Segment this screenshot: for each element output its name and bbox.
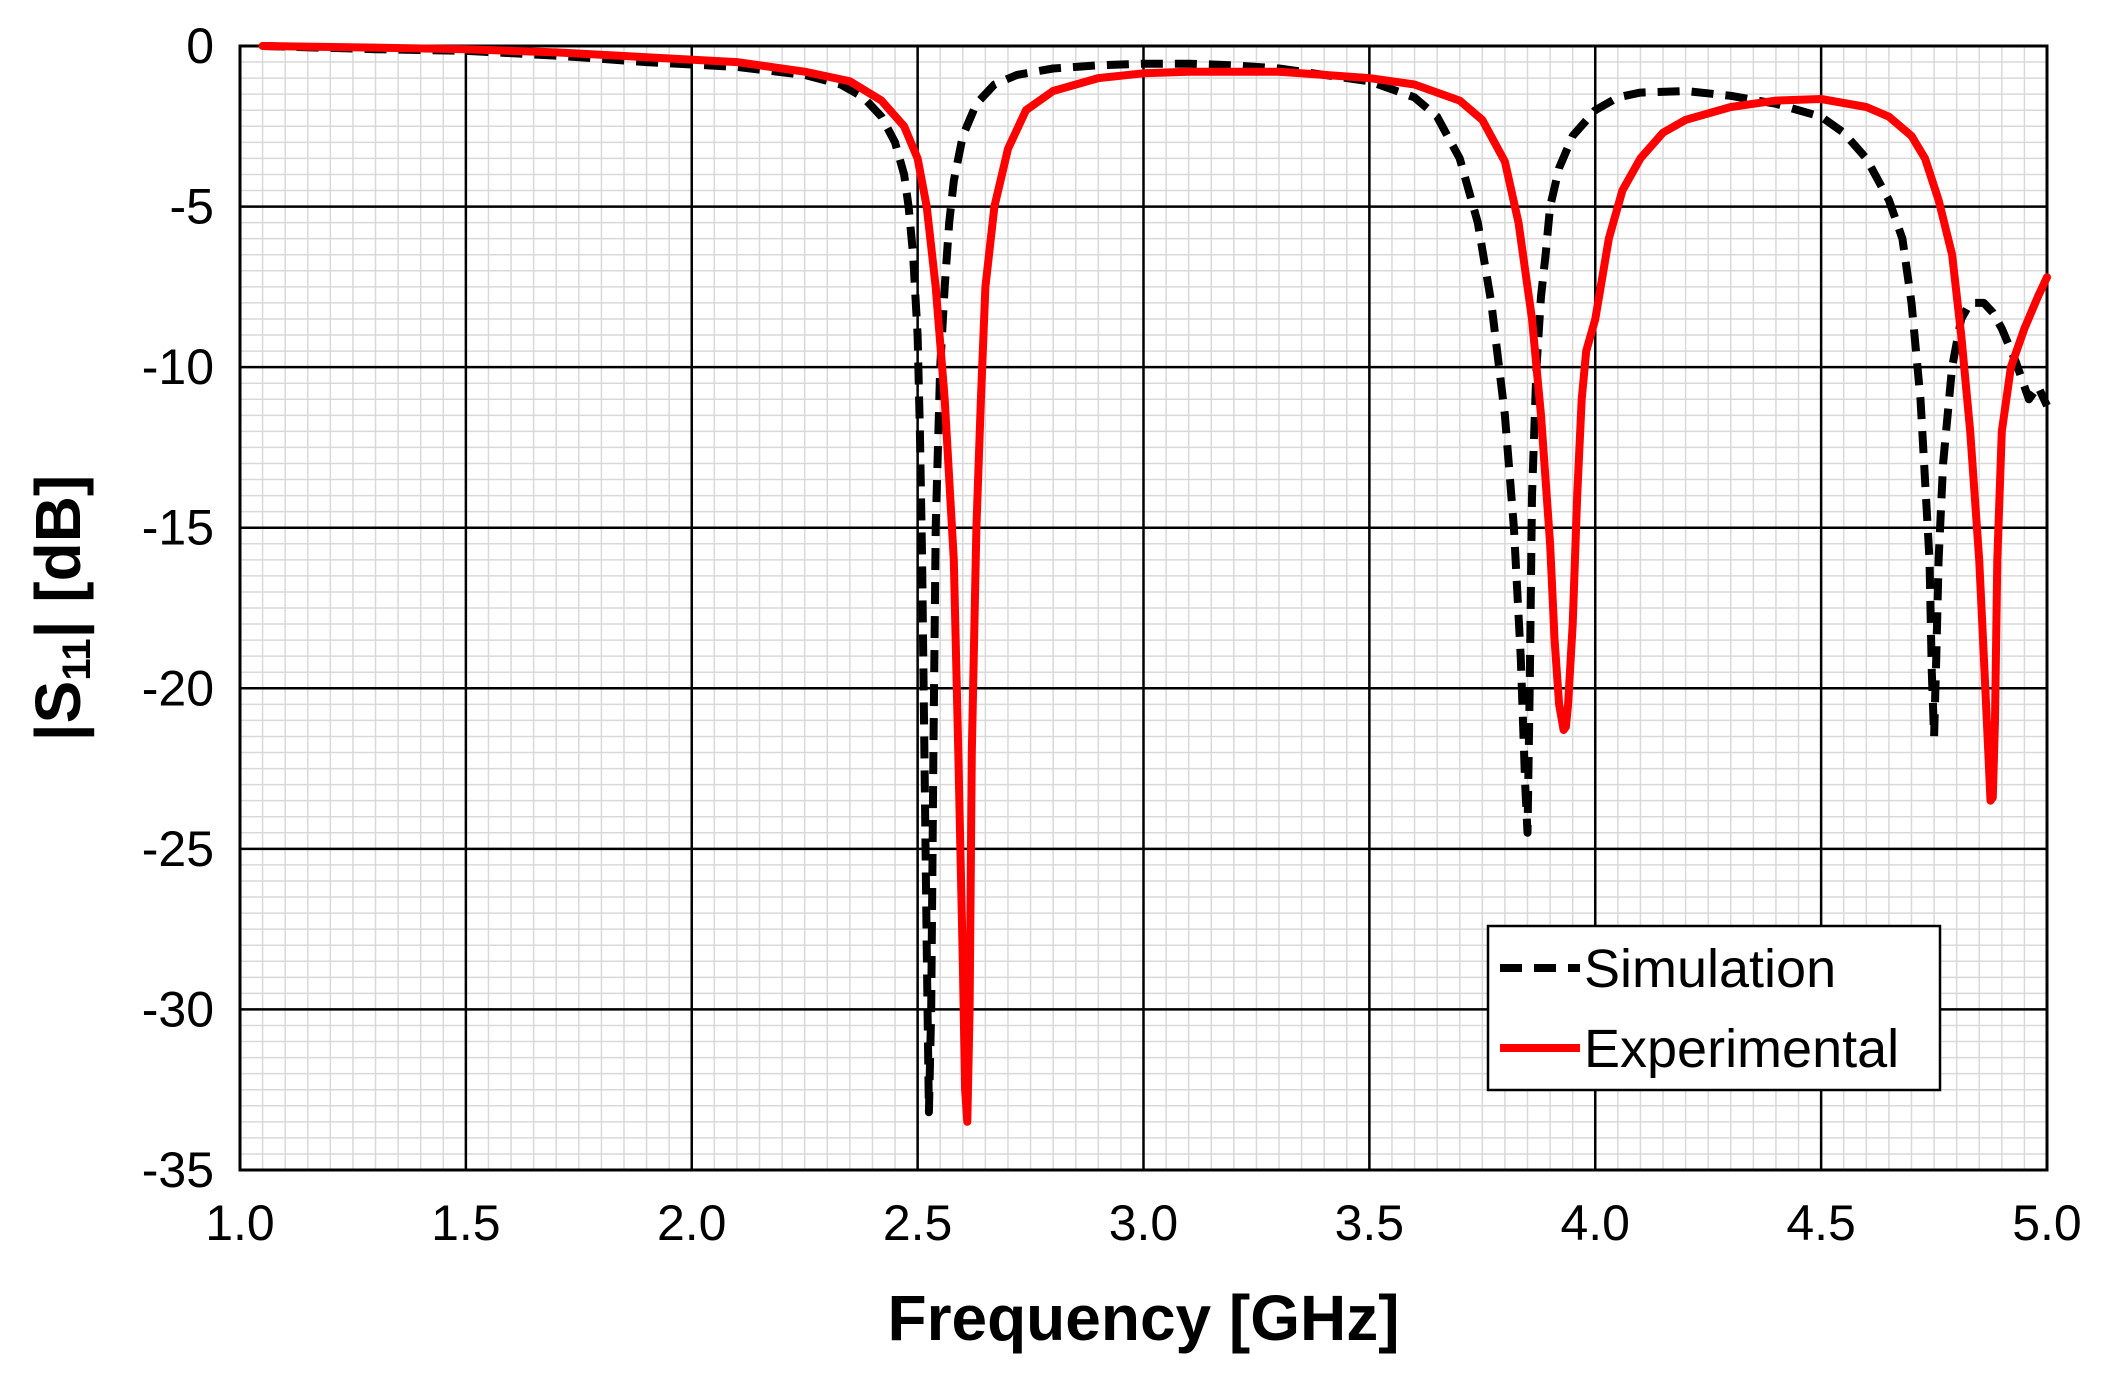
y-tick-label: -35 — [142, 1142, 214, 1198]
x-tick-label: 1.0 — [205, 1195, 275, 1251]
plot-area-frame — [238, 44, 2049, 1172]
x-axis-ticks: 1.0 1.5 2.0 2.5 3.0 3.5 4.0 4.5 5.0 — [205, 1195, 2082, 1251]
legend: Simulation Experimental — [1486, 924, 1942, 1092]
legend-box — [1486, 924, 1942, 1092]
x-tick-label: 3.0 — [1109, 1195, 1179, 1251]
y-axis-title-tail: | [dB] — [22, 475, 95, 639]
legend-experimental-label: Experimental — [1584, 1019, 1899, 1079]
y-tick-label: -5 — [170, 179, 214, 235]
series-layer — [258, 42, 2051, 1126]
series-simulation-line — [262, 42, 2051, 1117]
y-axis-ticks: 0 -5 -10 -15 -20 -25 -30 -35 — [142, 18, 214, 1198]
y-tick-label: -20 — [142, 660, 214, 716]
y-tick-label: 0 — [186, 18, 214, 74]
x-tick-label: 3.5 — [1335, 1195, 1405, 1251]
y-axis-title-subscript: 11 — [55, 638, 99, 680]
y-axis-title: |S11| [dB] — [22, 475, 99, 742]
x-tick-label: 2.5 — [883, 1195, 953, 1251]
y-axis-title-main: |S — [22, 681, 95, 742]
y-tick-label: -15 — [142, 500, 214, 556]
x-tick-label: 4.5 — [1786, 1195, 1856, 1251]
x-axis-title: Frequency [GHz] — [887, 1282, 1399, 1354]
y-tick-label: -30 — [142, 981, 214, 1037]
x-tick-label: 2.0 — [657, 1195, 727, 1251]
x-tick-label: 4.0 — [1560, 1195, 1630, 1251]
y-tick-label: -25 — [142, 821, 214, 877]
x-tick-label: 1.5 — [431, 1195, 501, 1251]
series-experimental-line — [258, 42, 2051, 1126]
legend-simulation-label: Simulation — [1584, 939, 1836, 999]
x-tick-label: 5.0 — [2012, 1195, 2082, 1251]
y-tick-label: -10 — [142, 339, 214, 395]
